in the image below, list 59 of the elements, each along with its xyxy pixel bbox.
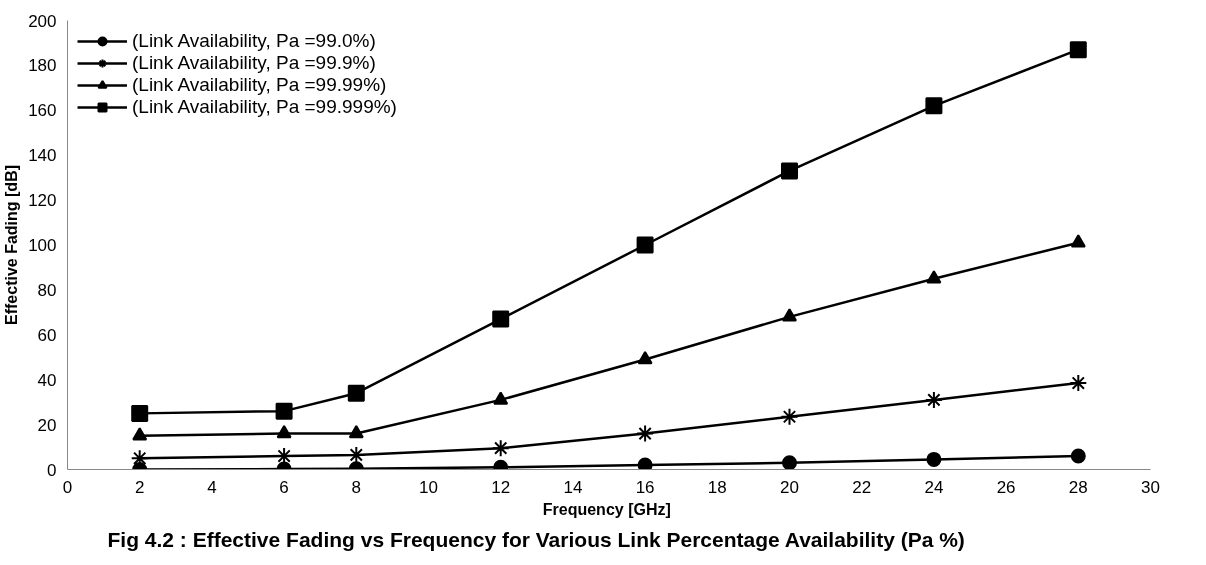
point	[637, 350, 653, 365]
point	[347, 384, 365, 402]
x-tick-label: 22	[852, 477, 872, 497]
x-tick-label: 14	[563, 477, 583, 497]
point	[1069, 41, 1087, 59]
legend-label: (Link Availability, Pa =99.999%)	[132, 96, 397, 118]
point	[493, 391, 509, 405]
x-tick-label: 10	[419, 477, 438, 497]
x-tick-label: 6	[279, 477, 289, 497]
y-tick-label: 40	[37, 370, 57, 390]
y-tick-label: 120	[28, 191, 57, 211]
x-tick-label: 2	[134, 477, 145, 497]
x-tick-label: 12	[491, 477, 511, 497]
point	[276, 425, 292, 439]
point	[782, 455, 797, 470]
point	[1069, 374, 1088, 393]
point	[780, 407, 799, 426]
point	[637, 457, 653, 470]
point	[348, 425, 364, 439]
y-axis-title: Effective Fading [dB]	[3, 164, 21, 325]
point	[636, 236, 654, 254]
point	[491, 439, 510, 458]
point	[1070, 234, 1086, 248]
x-tick-label: 28	[1068, 477, 1088, 497]
y-tick-label: 200	[28, 11, 57, 31]
x-tick-label: 20	[780, 477, 799, 497]
x-tick-label: 26	[996, 477, 1016, 497]
legend-label: (Link Availability, Pa =99.9%)	[132, 52, 376, 74]
y-tick-label: 60	[37, 325, 57, 345]
point	[926, 451, 942, 467]
x-tick-label: 4	[207, 477, 217, 497]
point	[275, 402, 293, 420]
legend-label: (Link Availability, Pa =99.0%)	[132, 30, 376, 52]
point	[926, 270, 942, 284]
x-tick-label: 18	[707, 477, 727, 497]
y-tick-label: 0	[47, 460, 57, 480]
x-tick-label: 8	[351, 477, 362, 497]
point	[132, 427, 148, 441]
point	[924, 390, 943, 409]
point	[782, 308, 797, 322]
legend-label: (Link Availability, Pa =99.99%)	[132, 74, 387, 96]
text: Fig 4.2 : Effective Fading vs Frequency for Various Link Percentage Availability (Pa %)	[107, 527, 965, 551]
y-tick-label: 80	[37, 280, 57, 300]
x-axis-title: Frequency [GHz]	[542, 500, 671, 518]
x-tick-label: 30	[1141, 477, 1160, 497]
y-tick-label: 100	[28, 236, 57, 255]
y-tick-label: 160	[28, 101, 57, 121]
y-tick-label: 180	[28, 56, 57, 76]
point	[636, 424, 655, 443]
y-tick-label: 20	[37, 415, 57, 435]
x-tick-label: 0	[62, 477, 73, 497]
point	[131, 404, 149, 422]
x-tick-label: 24	[924, 477, 944, 497]
point	[781, 162, 798, 180]
point	[492, 310, 510, 328]
x-tick-label: 16	[635, 477, 655, 497]
y-tick-label: 140	[28, 146, 57, 166]
point	[1070, 448, 1086, 464]
point	[925, 97, 943, 115]
